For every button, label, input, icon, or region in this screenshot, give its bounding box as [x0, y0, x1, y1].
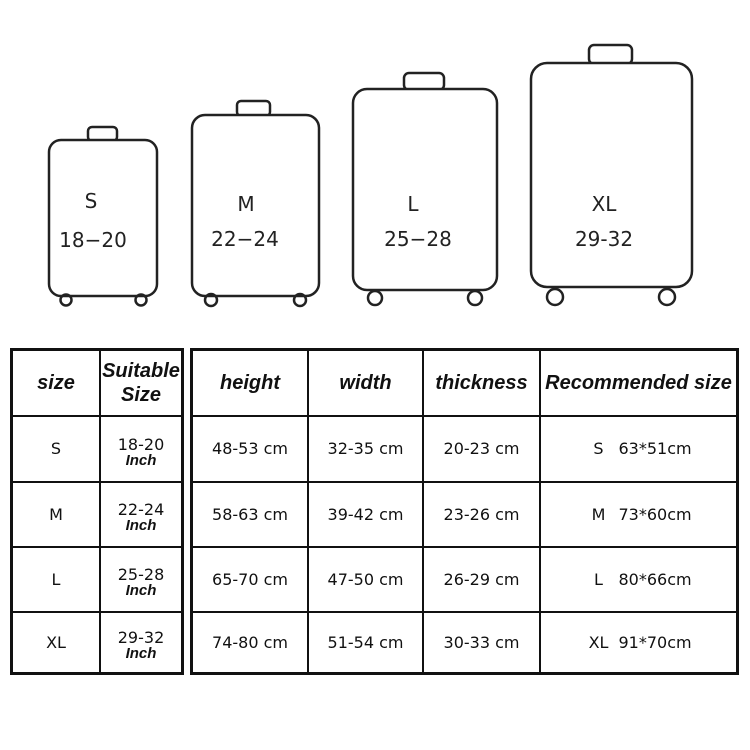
size-cell: XL: [10, 610, 101, 675]
unit-label: Inch: [125, 517, 157, 534]
suitcase-m-range: 22−24: [211, 227, 279, 251]
height-cell: 74-80 cm: [190, 610, 309, 675]
suitcase-s-icon: S 18−20: [47, 125, 159, 307]
header-height: height: [190, 348, 309, 417]
suitcase-l-range: 25−28: [384, 227, 452, 251]
recommended-cell: M 73*60cm: [539, 480, 739, 548]
width-cell: 39-42 cm: [307, 480, 424, 548]
dimension-table: height width thickness Recommended size …: [190, 348, 739, 675]
table-row: 48-53 cm 32-35 cm 20-23 cm S 63*51cm: [190, 414, 739, 483]
suitcase-s-range: 18−20: [59, 228, 127, 252]
suitcase-xl-range: 29-32: [575, 227, 633, 251]
rec-size: L: [594, 569, 603, 589]
suitcase-xl-label: XL: [592, 192, 618, 216]
size-cell: L: [10, 545, 101, 613]
header-width: width: [307, 348, 424, 417]
range-cell: 18-20 Inch: [99, 414, 184, 483]
range-cell: 25-28 Inch: [99, 545, 184, 613]
range-value: 22-24: [117, 500, 165, 519]
thickness-cell: 20-23 cm: [422, 414, 541, 483]
recommended-cell: S 63*51cm: [539, 414, 739, 483]
table-row: L 25-28 Inch: [10, 545, 184, 613]
range-value: 18-20: [117, 434, 165, 454]
recommended-cell: XL 91*70cm: [539, 610, 739, 675]
header-suitable-size: Suitable Size: [99, 348, 184, 417]
rec-size: S: [593, 439, 604, 458]
height-cell: 58-63 cm: [190, 480, 309, 548]
rec-dim: 63*51cm: [618, 439, 692, 458]
unit-label: Inch: [125, 451, 157, 469]
thickness-cell: 23-26 cm: [422, 480, 541, 548]
rec-size: XL: [588, 632, 609, 652]
table-row: 74-80 cm 51-54 cm 30-33 cm XL 91*70cm: [190, 610, 739, 675]
table-row: 58-63 cm 39-42 cm 23-26 cm M 73*60cm: [190, 480, 739, 548]
rec-size: M: [591, 504, 606, 524]
header-thickness: thickness: [422, 348, 541, 417]
suitcase-s-label: S: [85, 189, 98, 213]
range-cell: 22-24 Inch: [99, 480, 184, 548]
suitcase-xl-icon: XL 29-32: [529, 43, 694, 307]
size-cell: S: [10, 414, 101, 483]
unit-label: Inch: [125, 645, 157, 663]
suitcase-illustrations: S 18−20 M 22−24 L 25−28 XL 29-32: [47, 43, 694, 308]
recommended-cell: L 80*66cm: [539, 545, 739, 613]
size-cell: M: [10, 480, 101, 548]
suitcase-l-icon: L 25−28: [351, 71, 499, 307]
range-value: 25-28: [117, 565, 165, 584]
range-cell: 29-32 Inch: [99, 610, 184, 675]
width-cell: 32-35 cm: [307, 414, 424, 483]
height-cell: 65-70 cm: [190, 545, 309, 613]
table-header-row: height width thickness Recommended size: [190, 348, 739, 417]
width-cell: 47-50 cm: [307, 545, 424, 613]
table-header-row: size Suitable Size: [10, 348, 184, 417]
thickness-cell: 26-29 cm: [422, 545, 541, 613]
unit-label: Inch: [125, 582, 157, 599]
rec-dim: 80*66cm: [618, 569, 692, 589]
table-row: XL 29-32 Inch: [10, 610, 184, 675]
suitcase-l-label: L: [407, 192, 419, 216]
header-recommended-size: Recommended size: [539, 348, 739, 417]
table-row: M 22-24 Inch: [10, 480, 184, 548]
rec-dim: 73*60cm: [618, 504, 692, 524]
width-cell: 51-54 cm: [307, 610, 424, 675]
size-table: size Suitable Size S 18-20 Inch M 22-24 In…: [10, 348, 184, 675]
table-row: 65-70 cm 47-50 cm 26-29 cm L 80*66cm: [190, 545, 739, 613]
thickness-cell: 30-33 cm: [422, 610, 541, 675]
rec-dim: 91*70cm: [618, 632, 692, 652]
range-value: 29-32: [117, 628, 165, 648]
height-cell: 48-53 cm: [190, 414, 309, 483]
header-size: size: [10, 348, 101, 417]
suitcase-m-label: M: [237, 192, 254, 216]
suitcase-m-icon: M 22−24: [190, 99, 321, 308]
table-row: S 18-20 Inch: [10, 414, 184, 483]
